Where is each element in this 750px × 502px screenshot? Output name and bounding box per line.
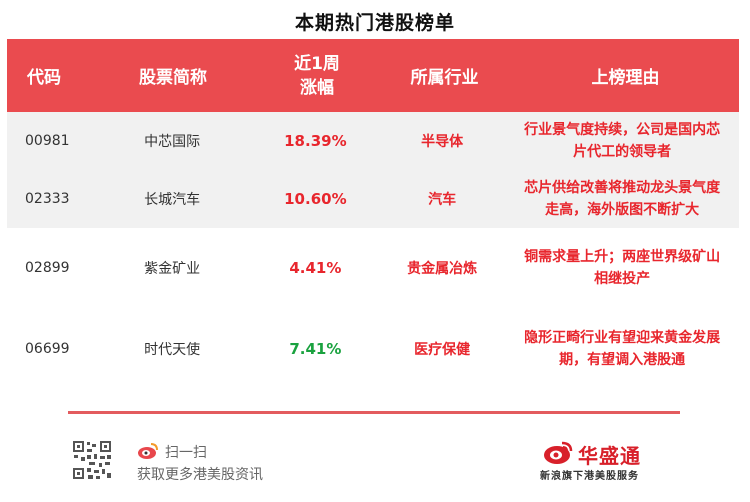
brand-tagline: 新浪旗下港美股服务 (540, 471, 639, 482)
cell-change: 7.41% (289, 340, 342, 358)
reason-line1: 铜需求量上升；两座世界级矿山 (524, 249, 721, 265)
reason-line2: 片代工的领导者 (573, 144, 672, 160)
cell-industry: 汽车 (428, 192, 457, 208)
cell-code: 02333 (25, 191, 70, 207)
brand-logo: 华盛通 新浪旗下港美股服务 (540, 440, 700, 486)
table-row: 00981 中芯国际 18.39% 半导体 行业景气度持续，公司是国内芯 片代工… (7, 112, 739, 170)
reason-line2: 期，有望调入港股通 (559, 352, 686, 368)
table-row: 02333 长城汽车 10.60% 汽车 芯片供给改善将推动龙头景气度 走高，海… (7, 170, 739, 228)
header-change-line1: 近1周 (294, 53, 340, 74)
weibo-icon (138, 443, 158, 459)
reason-line2: 走高，海外版图不断扩大 (545, 202, 700, 218)
header-industry: 所属行业 (410, 68, 479, 88)
header-change-line2: 涨幅 (300, 77, 334, 98)
scan-label: 扫一扫 (165, 445, 207, 461)
brand-eye-icon (544, 441, 573, 464)
cell-code: 00981 (25, 133, 70, 149)
cell-code: 06699 (25, 341, 70, 357)
cell-reason: 隐形正畸行业有望迎来黄金发展 期，有望调入港股通 (509, 327, 739, 371)
table-row: 06699 时代天使 7.41% 医疗保健 隐形正畸行业有望迎来黄金发展 期，有… (7, 308, 739, 390)
cell-change: 4.41% (289, 259, 342, 277)
cell-reason: 铜需求量上升；两座世界级矿山 相继投产 (509, 246, 739, 290)
footer: 扫一扫 获取更多港美股资讯 华盛通 新浪旗下港美股服务 (0, 440, 750, 490)
reason-line1: 行业景气度持续，公司是国内芯 (524, 122, 721, 138)
footer-divider (68, 411, 680, 414)
cell-change: 10.60% (284, 190, 347, 208)
reason-line2: 相继投产 (594, 271, 651, 287)
cell-change: 18.39% (284, 132, 347, 150)
cell-name: 中芯国际 (144, 134, 201, 150)
cell-industry: 医疗保健 (414, 342, 471, 358)
header-change: 近1周 涨幅 (257, 52, 377, 100)
page-title: 本期热门港股榜单 (294, 12, 455, 34)
cell-name: 紫金矿业 (144, 261, 201, 277)
cell-code: 02899 (25, 260, 70, 276)
table-row: 02899 紫金矿业 4.41% 贵金属冶炼 铜需求量上升；两座世界级矿山 相继… (7, 228, 739, 308)
cell-reason: 芯片供给改善将推动龙头景气度 走高，海外版图不断扩大 (509, 177, 739, 221)
header-name: 股票简称 (139, 68, 207, 88)
cell-name: 长城汽车 (144, 192, 201, 208)
header-reason: 上榜理由 (591, 68, 660, 88)
footer-subtitle: 获取更多港美股资讯 (137, 467, 263, 483)
cell-reason: 行业景气度持续，公司是国内芯 片代工的领导者 (509, 119, 739, 163)
table-header: 代码 股票简称 近1周 涨幅 所属行业 上榜理由 (7, 39, 739, 112)
cell-industry: 半导体 (421, 134, 464, 150)
brand-name: 华盛通 (578, 444, 641, 468)
cell-industry: 贵金属冶炼 (407, 261, 478, 277)
qr-code-icon[interactable] (72, 440, 112, 480)
reason-line1: 隐形正畸行业有望迎来黄金发展 (524, 330, 721, 346)
stock-table: 代码 股票简称 近1周 涨幅 所属行业 上榜理由 00981 中芯国际 18.3… (7, 39, 739, 390)
header-code: 代码 (27, 68, 61, 88)
cell-name: 时代天使 (144, 342, 201, 358)
reason-line1: 芯片供给改善将推动龙头景气度 (524, 180, 721, 196)
